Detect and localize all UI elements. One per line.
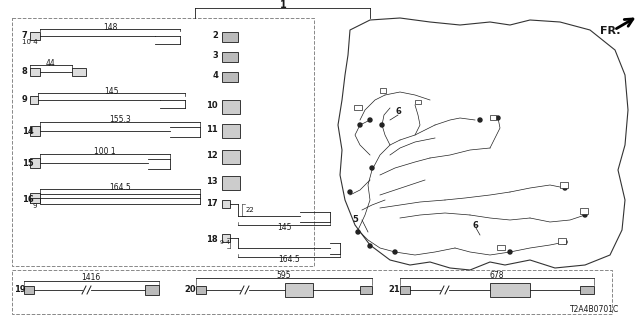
Bar [285,283,313,297]
Text: 148: 148 [103,22,117,31]
Bar [222,234,230,242]
Circle shape [368,118,372,122]
Circle shape [348,190,352,194]
Circle shape [393,250,397,254]
Bar [222,100,240,114]
Bar [415,100,421,104]
Bar [222,72,238,82]
Circle shape [583,213,587,217]
Bar [196,286,206,294]
Text: 1416: 1416 [81,274,100,283]
Text: 155.3: 155.3 [109,116,131,124]
Text: 10 4: 10 4 [22,39,38,45]
Text: 20: 20 [184,285,196,294]
Text: 13: 13 [206,178,218,187]
Text: 15: 15 [22,158,34,167]
Bar [72,68,86,76]
Text: 10: 10 [206,101,218,110]
Text: 164.5: 164.5 [109,182,131,191]
Text: 145: 145 [104,86,118,95]
Text: 6: 6 [472,220,478,229]
Bar [30,96,38,104]
Text: 9 4: 9 4 [220,241,230,245]
Bar [354,105,362,110]
Polygon shape [338,18,628,270]
Bar [490,283,530,297]
Text: 4: 4 [212,71,218,81]
Bar [497,245,505,250]
Text: 3: 3 [212,52,218,60]
Bar [145,285,159,295]
Bar [222,124,240,138]
Text: 19: 19 [14,285,26,294]
Circle shape [563,186,567,190]
Text: 7: 7 [22,31,28,41]
Bar [490,115,496,120]
Text: 12: 12 [206,151,218,161]
Bar [30,158,40,168]
Bar [222,150,240,164]
Circle shape [508,250,512,254]
Text: 5: 5 [352,215,358,225]
Bar [580,208,588,214]
Text: 2: 2 [212,31,218,41]
Circle shape [358,123,362,127]
Circle shape [380,123,384,127]
Circle shape [368,244,372,248]
Text: 164.5: 164.5 [278,255,300,265]
Bar [30,68,40,76]
Bar [12,270,612,314]
Text: T2A4B0701C: T2A4B0701C [570,305,620,314]
Text: 9: 9 [33,203,37,209]
Text: 1: 1 [280,0,286,10]
Bar [222,32,238,42]
Text: 11: 11 [206,125,218,134]
Circle shape [370,166,374,170]
Bar [580,286,594,294]
Bar [380,88,386,93]
Text: FR.: FR. [600,26,621,36]
Bar [360,286,372,294]
Text: 145: 145 [276,223,291,233]
Text: 14: 14 [22,126,34,135]
Bar [24,286,34,294]
Text: 8: 8 [22,68,28,76]
Text: 9: 9 [22,95,28,105]
Bar [222,52,238,62]
Bar [222,200,230,208]
Bar [12,18,314,266]
Text: 100 1: 100 1 [94,148,116,156]
Text: 16: 16 [22,195,34,204]
Text: 17: 17 [206,199,218,209]
Text: 595: 595 [276,270,291,279]
Bar [30,193,40,203]
Circle shape [478,118,482,122]
Circle shape [563,240,567,244]
Text: 678: 678 [490,270,504,279]
Circle shape [496,116,500,120]
Text: 6: 6 [395,108,401,116]
Circle shape [356,230,360,234]
Text: 44: 44 [46,59,56,68]
Bar [558,238,566,244]
Bar [30,126,40,136]
Bar [222,176,240,190]
Bar [400,286,410,294]
Bar [560,182,568,188]
Text: 21: 21 [388,285,400,294]
Bar [30,32,40,40]
Text: 18: 18 [206,235,218,244]
Text: 22: 22 [246,207,254,213]
